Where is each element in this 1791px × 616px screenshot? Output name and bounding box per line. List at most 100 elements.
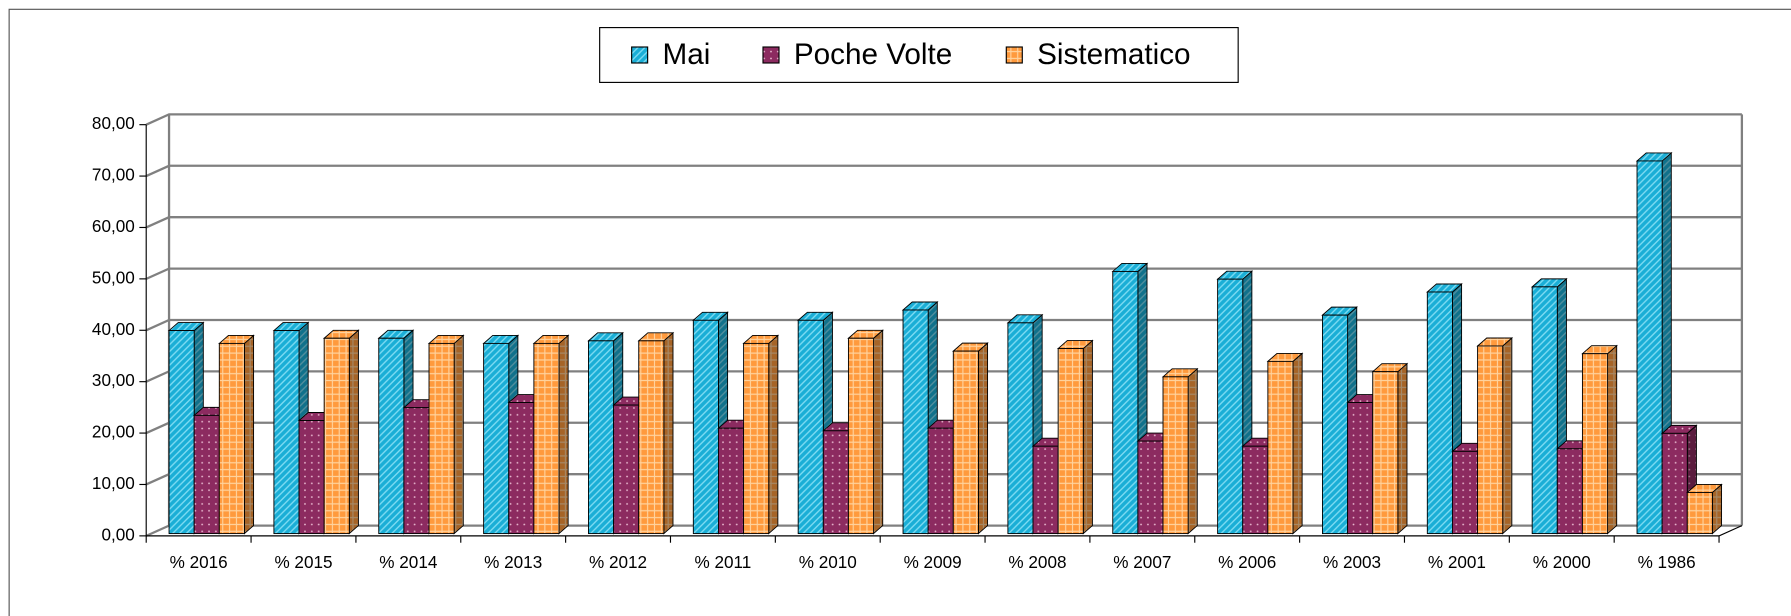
bar-front: [403, 407, 430, 535]
bar-side-shade: [1712, 484, 1722, 534]
x-tick-label: % 2015: [274, 552, 332, 572]
bar-front: [902, 309, 929, 535]
bar: [1581, 344, 1618, 535]
legend-box: [599, 27, 1239, 83]
bar-side-shade: [559, 335, 569, 534]
bar-front: [847, 337, 875, 535]
bar-front: [193, 414, 220, 535]
x-tick-label: % 2013: [484, 552, 542, 572]
bar-front: [1242, 445, 1269, 535]
bar-front: [533, 342, 560, 535]
bar-side-shade: [1502, 337, 1512, 534]
grid-line: [145, 164, 1742, 178]
bar-front: [822, 430, 849, 535]
bar-side-shade: [1607, 345, 1617, 534]
bar: [532, 334, 570, 535]
bar-side-shade: [454, 335, 464, 534]
y-tick-label: 30,00: [92, 370, 135, 390]
bar-front: [298, 420, 325, 535]
bar: [847, 329, 884, 535]
y-tick-label: 50,00: [92, 267, 135, 287]
bar: [952, 342, 989, 535]
bar-side-shade: [1292, 353, 1303, 534]
bar: [427, 334, 465, 535]
bar-front: [1636, 160, 1663, 535]
bar-front: [692, 319, 719, 535]
bar-front: [1426, 291, 1453, 535]
y-tick-label: 60,00: [92, 216, 135, 236]
bar-front: [1581, 353, 1609, 535]
bar-front: [483, 342, 510, 535]
bar-front: [1477, 345, 1504, 535]
x-tick-label: % 2003: [1323, 552, 1381, 572]
grid-line: [145, 113, 1742, 126]
bar-front: [218, 342, 245, 535]
floor-edge: [146, 525, 1743, 537]
y-tick-label: 80,00: [92, 113, 135, 133]
bar: [1476, 336, 1514, 535]
bar: [482, 334, 520, 535]
bar-front: [613, 404, 640, 535]
bar-front: [927, 427, 954, 535]
grid-line: [145, 267, 1742, 280]
bar-front: [1686, 492, 1713, 535]
y-tick-label: 10,00: [92, 473, 135, 493]
x-tick-label: % 2011: [695, 552, 752, 572]
y-tick-label: 20,00: [92, 422, 135, 442]
legend-swatch: [1005, 46, 1023, 64]
bar-front: [1057, 348, 1084, 535]
bar: [796, 311, 834, 535]
bar: [322, 329, 360, 535]
bar-front: [1007, 322, 1034, 535]
bar-side-shade: [244, 335, 254, 534]
bar-side-shade: [1188, 368, 1198, 534]
bar-front: [378, 337, 405, 535]
grid-line: [145, 216, 1742, 229]
x-tick-label: % 2000: [1533, 552, 1591, 572]
bar-front: [1112, 270, 1139, 535]
x-tick-label: % 2016: [170, 552, 228, 572]
bar-side-shade: [978, 343, 988, 534]
bar-front: [1347, 402, 1374, 535]
x-tick-label: % 2001: [1428, 552, 1486, 572]
bar-front: [1661, 432, 1688, 535]
bar-front: [1137, 440, 1164, 535]
bar: [1371, 362, 1409, 535]
bar-front: [1556, 448, 1583, 535]
bar-front: [1322, 314, 1349, 535]
bar-front: [1267, 360, 1294, 535]
legend-swatch: [762, 46, 780, 64]
bar-side-shade: [349, 330, 359, 534]
bar-front: [323, 337, 350, 535]
bar-front: [952, 350, 979, 535]
legend-swatch: [631, 46, 649, 64]
bar-front: [1217, 278, 1244, 535]
bar-front: [797, 319, 824, 535]
bar-side-shade: [1083, 340, 1093, 534]
x-tick-label: % 1986: [1638, 552, 1696, 572]
grid-line: [145, 318, 1742, 332]
bar-front: [1451, 450, 1479, 535]
bar-front: [168, 330, 195, 535]
legend-label: Poche Volte: [794, 38, 952, 71]
bar-front: [508, 402, 535, 535]
bar-front: [1032, 445, 1059, 535]
y-tick-label: 0,00: [101, 524, 134, 544]
x-tick-label: % 2012: [589, 552, 647, 572]
x-tick-label: % 2009: [904, 552, 962, 572]
bar-front: [638, 340, 665, 535]
bar-side-shade: [768, 335, 778, 534]
bar-side-shade: [663, 332, 673, 534]
bar: [637, 331, 675, 535]
bar-front: [273, 330, 300, 535]
x-tick-label: % 2010: [799, 552, 857, 572]
bar-front: [1372, 371, 1399, 535]
bar-side-shade: [1397, 363, 1407, 534]
x-tick-label: % 2006: [1218, 552, 1276, 572]
x-tick-label: % 2007: [1113, 552, 1171, 572]
bar-front: [743, 342, 770, 535]
bar-side-shade: [873, 330, 883, 534]
bar: [1266, 352, 1304, 535]
bar-front: [1162, 376, 1189, 535]
